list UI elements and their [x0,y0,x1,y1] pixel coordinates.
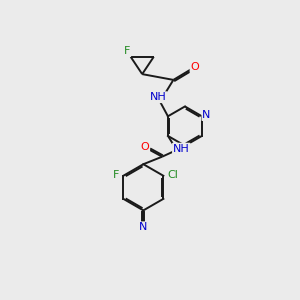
Text: O: O [140,142,149,152]
Text: NH: NH [150,92,167,102]
Text: F: F [124,46,130,56]
Text: O: O [190,62,199,72]
Text: Cl: Cl [168,169,178,180]
Text: N: N [202,110,211,120]
Text: NH: NH [173,144,190,154]
Text: N: N [139,222,148,232]
Text: F: F [113,169,119,180]
